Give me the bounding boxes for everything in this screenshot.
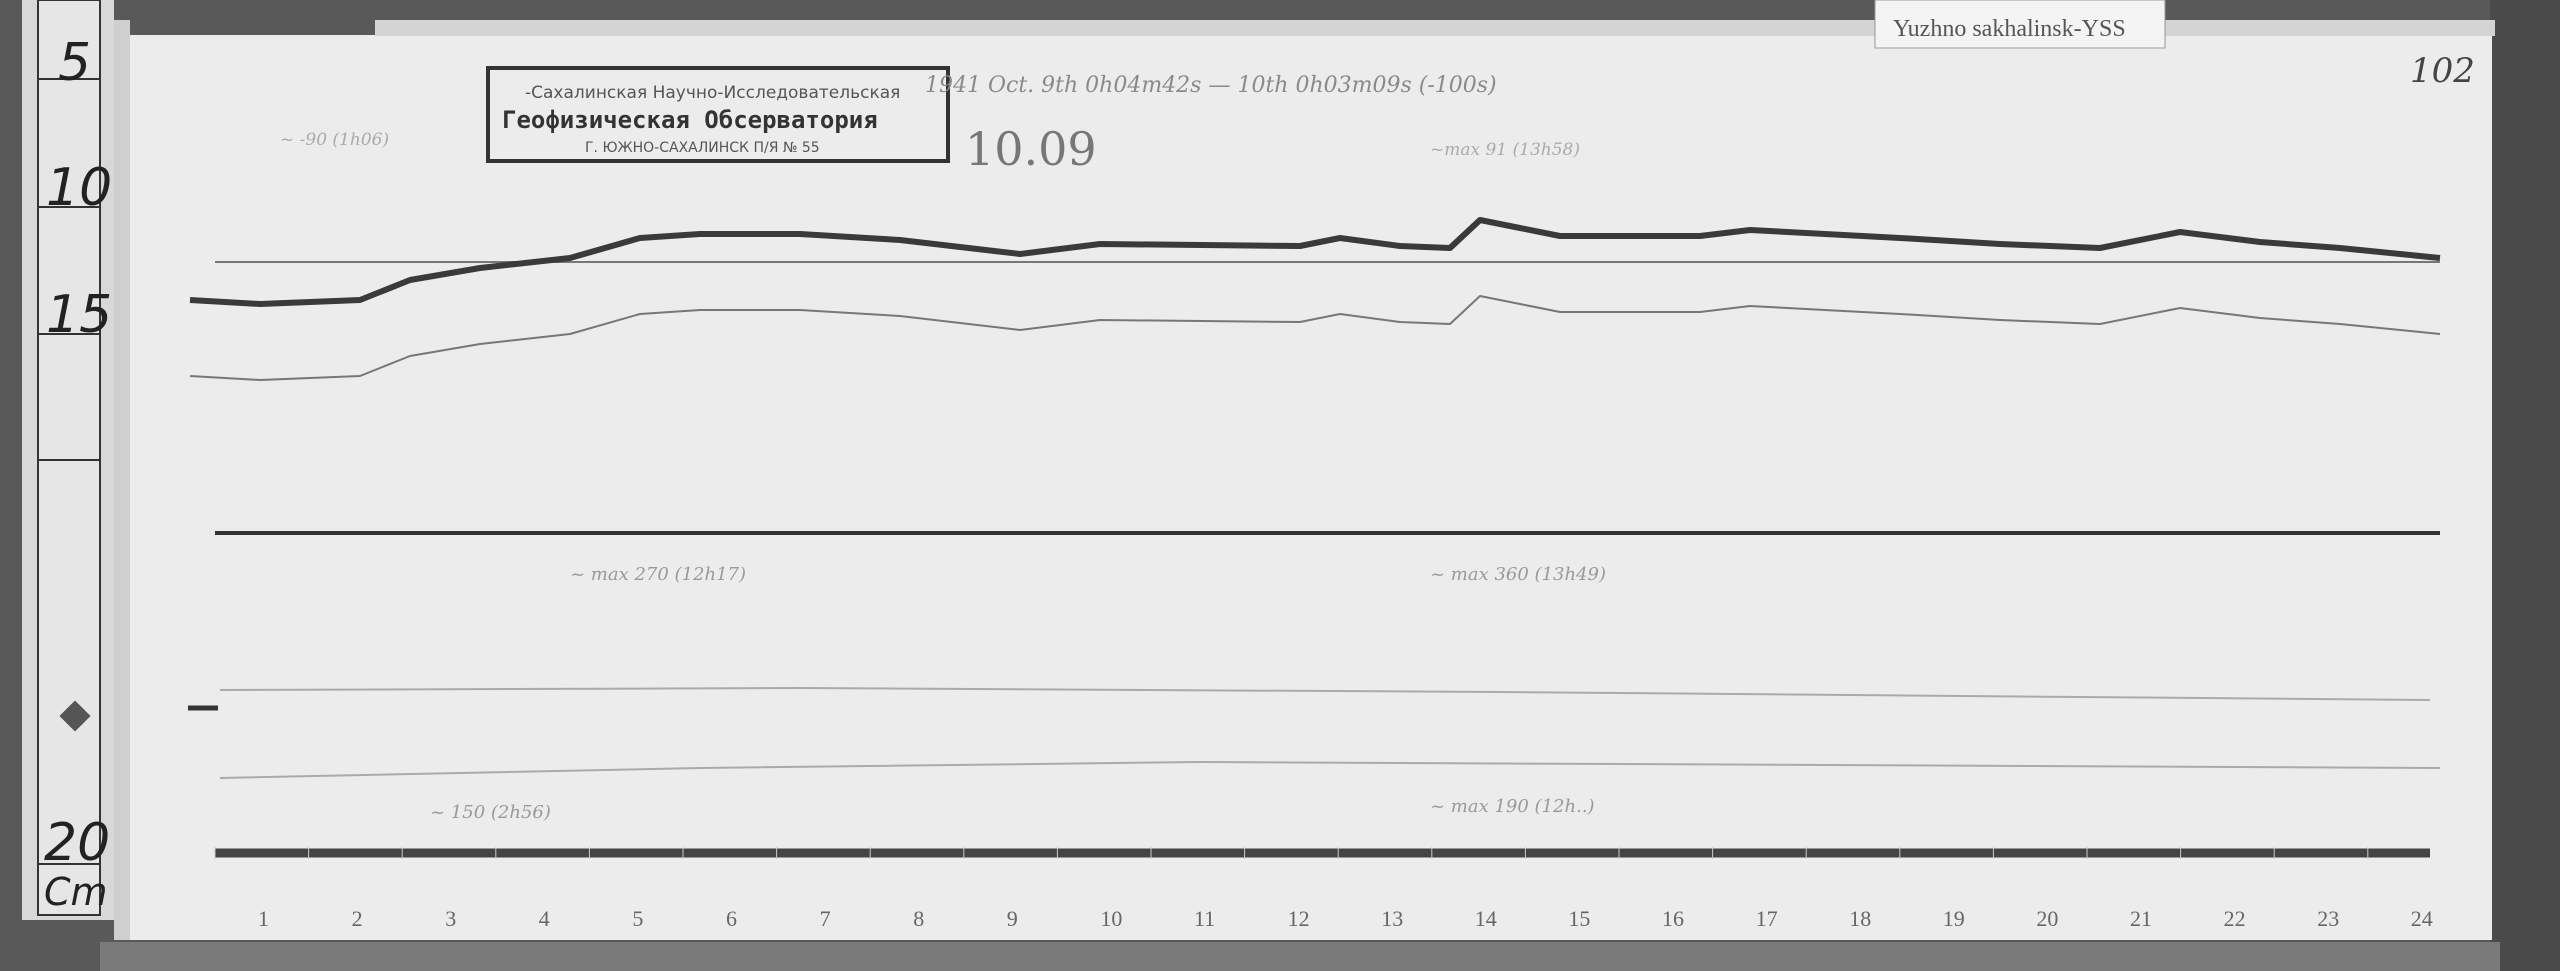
ruler-mark-15: 15 bbox=[46, 285, 112, 345]
stamp-line-3: Г. ЮЖНО-САХАЛИНСК П/Я № 55 bbox=[585, 140, 820, 156]
hour-label: 14 bbox=[1475, 906, 1497, 931]
ruler: 5 10 15 20 Cm bbox=[22, 0, 114, 920]
hour-label: 18 bbox=[1849, 906, 1871, 931]
hour-label: 12 bbox=[1288, 906, 1310, 931]
hour-label: 17 bbox=[1756, 906, 1778, 931]
hour-label: 3 bbox=[445, 906, 456, 931]
hour-label: 1 bbox=[258, 906, 269, 931]
hour-label: 9 bbox=[1007, 906, 1018, 931]
hour-label: 24 bbox=[2411, 906, 2433, 931]
stamp-line-2: Геофизическая Обсерватория bbox=[502, 106, 878, 134]
ruler-unit: Cm bbox=[44, 870, 108, 914]
trace-h bbox=[189, 217, 2441, 307]
hour-label: 5 bbox=[632, 906, 643, 931]
hour-label: 22 bbox=[2224, 906, 2246, 931]
sheet-number: 102 bbox=[2410, 51, 2475, 91]
hour-label: 7 bbox=[820, 906, 831, 931]
hour-label: 2 bbox=[352, 906, 363, 931]
hour-label: 16 bbox=[1662, 906, 1684, 931]
ruler-mark-20: 20 bbox=[44, 813, 110, 873]
station-label-card bbox=[1874, 0, 2166, 49]
hour-label: 6 bbox=[726, 906, 737, 931]
bottom-edge bbox=[100, 942, 2500, 971]
ruler-mark-10: 10 bbox=[46, 158, 112, 218]
traces bbox=[189, 217, 2441, 779]
hour-label: 20 bbox=[2036, 906, 2058, 931]
annotation: ~ -90 (1h06) bbox=[280, 130, 389, 150]
magnetogram-paper bbox=[130, 35, 2492, 940]
ruler-mark-5: 5 bbox=[58, 33, 91, 93]
annotation: ~ max 190 (12h..) bbox=[1430, 796, 1595, 817]
trace-z bbox=[219, 686, 2431, 701]
hour-label: 23 bbox=[2317, 906, 2339, 931]
hour-label: 8 bbox=[913, 906, 924, 931]
hour-label: 15 bbox=[1568, 906, 1590, 931]
station-label: Yuzhno sakhalinsk-YSS bbox=[1893, 16, 2126, 42]
observatory-stamp: -Сахалинская Научно-Исследовательская Ге… bbox=[486, 66, 950, 163]
hour-labels: 1 2 3 4 5 6 7 8 9 10 11 12 13 14 15 16 17 18 19 20 21 22 23 24 bbox=[214, 847, 2433, 931]
annotation: ~ 150 (2h56) bbox=[430, 802, 551, 823]
hour-label: 13 bbox=[1381, 906, 1403, 931]
trace-d bbox=[189, 295, 2441, 381]
annotation: ~ max 270 (12h17) bbox=[570, 564, 746, 585]
stamp-line-1: -Сахалинская Научно-Исследовательская bbox=[525, 83, 900, 103]
paper-edge bbox=[114, 20, 130, 940]
trace-lower bbox=[219, 760, 2441, 779]
hour-label: 10 bbox=[1100, 906, 1122, 931]
hour-label: 11 bbox=[1194, 906, 1215, 931]
date-note: 10.09 bbox=[965, 122, 1097, 176]
hour-label: 4 bbox=[539, 906, 550, 931]
wood-right-edge bbox=[2490, 0, 2560, 971]
annotation: ~max 91 (13h58) bbox=[1430, 140, 1580, 160]
annotation: ~ max 360 (13h49) bbox=[1430, 564, 1606, 585]
header-note: 1941 Oct. 9th 0h04m42s — 10th 0h03m09s (… bbox=[925, 73, 1497, 98]
hour-label: 21 bbox=[2130, 906, 2152, 931]
top-strip bbox=[375, 20, 2495, 36]
hour-label: 19 bbox=[1943, 906, 1965, 931]
